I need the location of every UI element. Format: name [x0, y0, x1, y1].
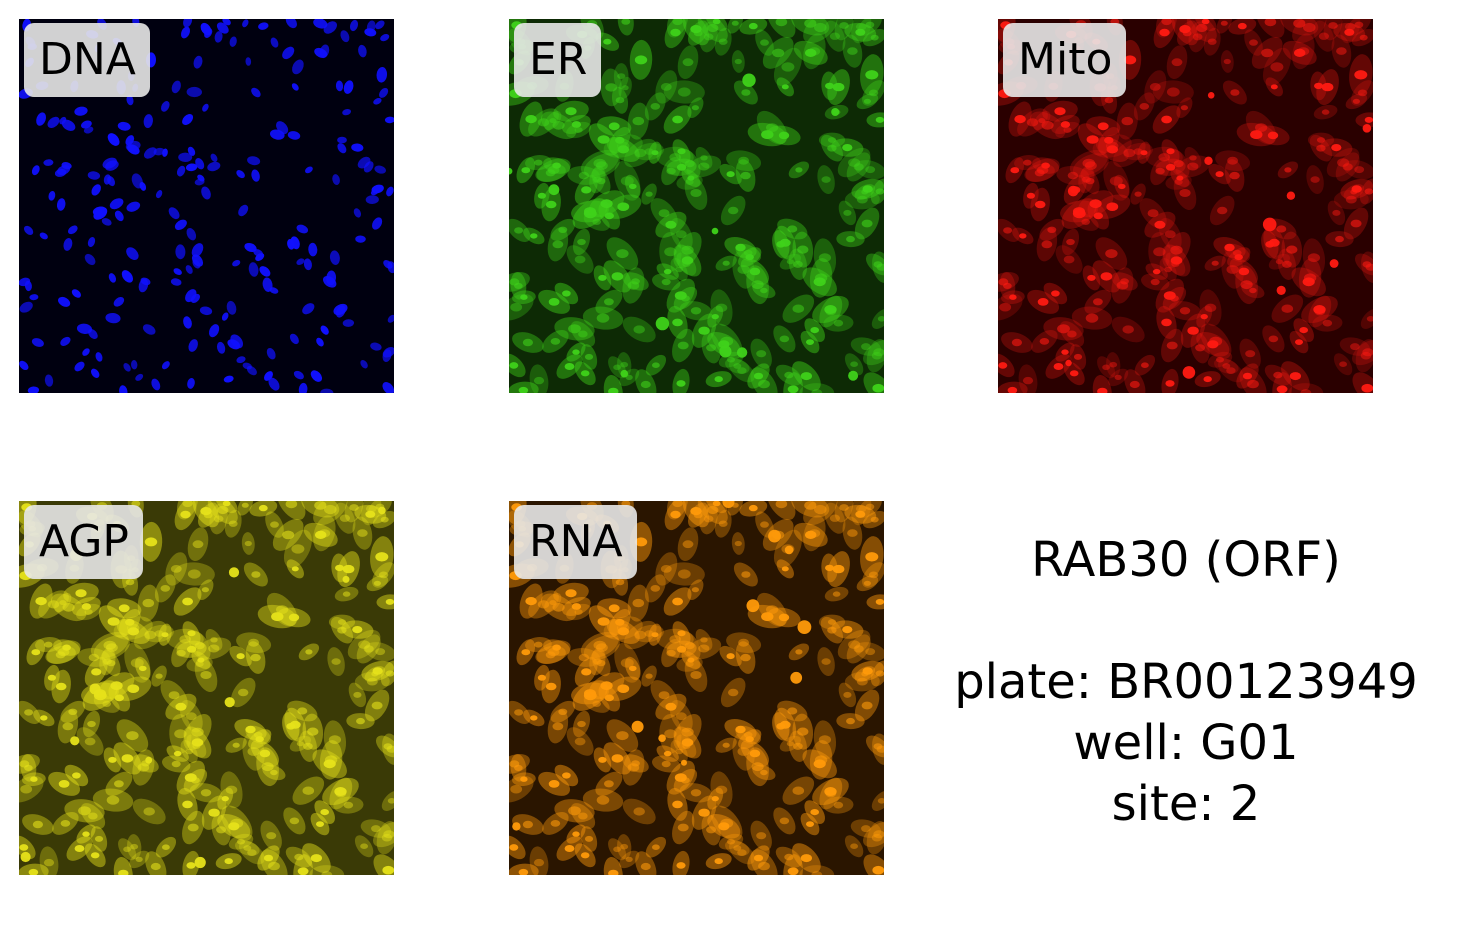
- rna-cells: [509, 501, 884, 875]
- rna-channel-image: RNA: [509, 501, 884, 875]
- dna-channel-label: DNA: [24, 23, 150, 97]
- er-cells: [509, 19, 884, 393]
- dna-cells: [19, 19, 394, 393]
- rna-channel-label: RNA: [514, 505, 637, 579]
- agp-channel-label: AGP: [24, 505, 143, 579]
- er-channel-image: ER: [509, 19, 884, 393]
- agp-channel-image: AGP: [19, 501, 394, 875]
- plate-id: plate: BR00123949: [954, 654, 1418, 710]
- dna-channel-image: DNA: [19, 19, 394, 393]
- mito-channel-label: Mito: [1003, 23, 1127, 97]
- sample-info: RAB30 (ORF) plate: BR00123949 well: G01 …: [918, 530, 1454, 835]
- sample-title: RAB30 (ORF): [1031, 532, 1341, 588]
- mito-channel-image: Mito: [998, 19, 1373, 393]
- well-id: well: G01: [1073, 715, 1299, 771]
- site-number: site: 2: [1111, 776, 1261, 832]
- er-channel-label: ER: [514, 23, 602, 97]
- mito-cells: [998, 19, 1373, 393]
